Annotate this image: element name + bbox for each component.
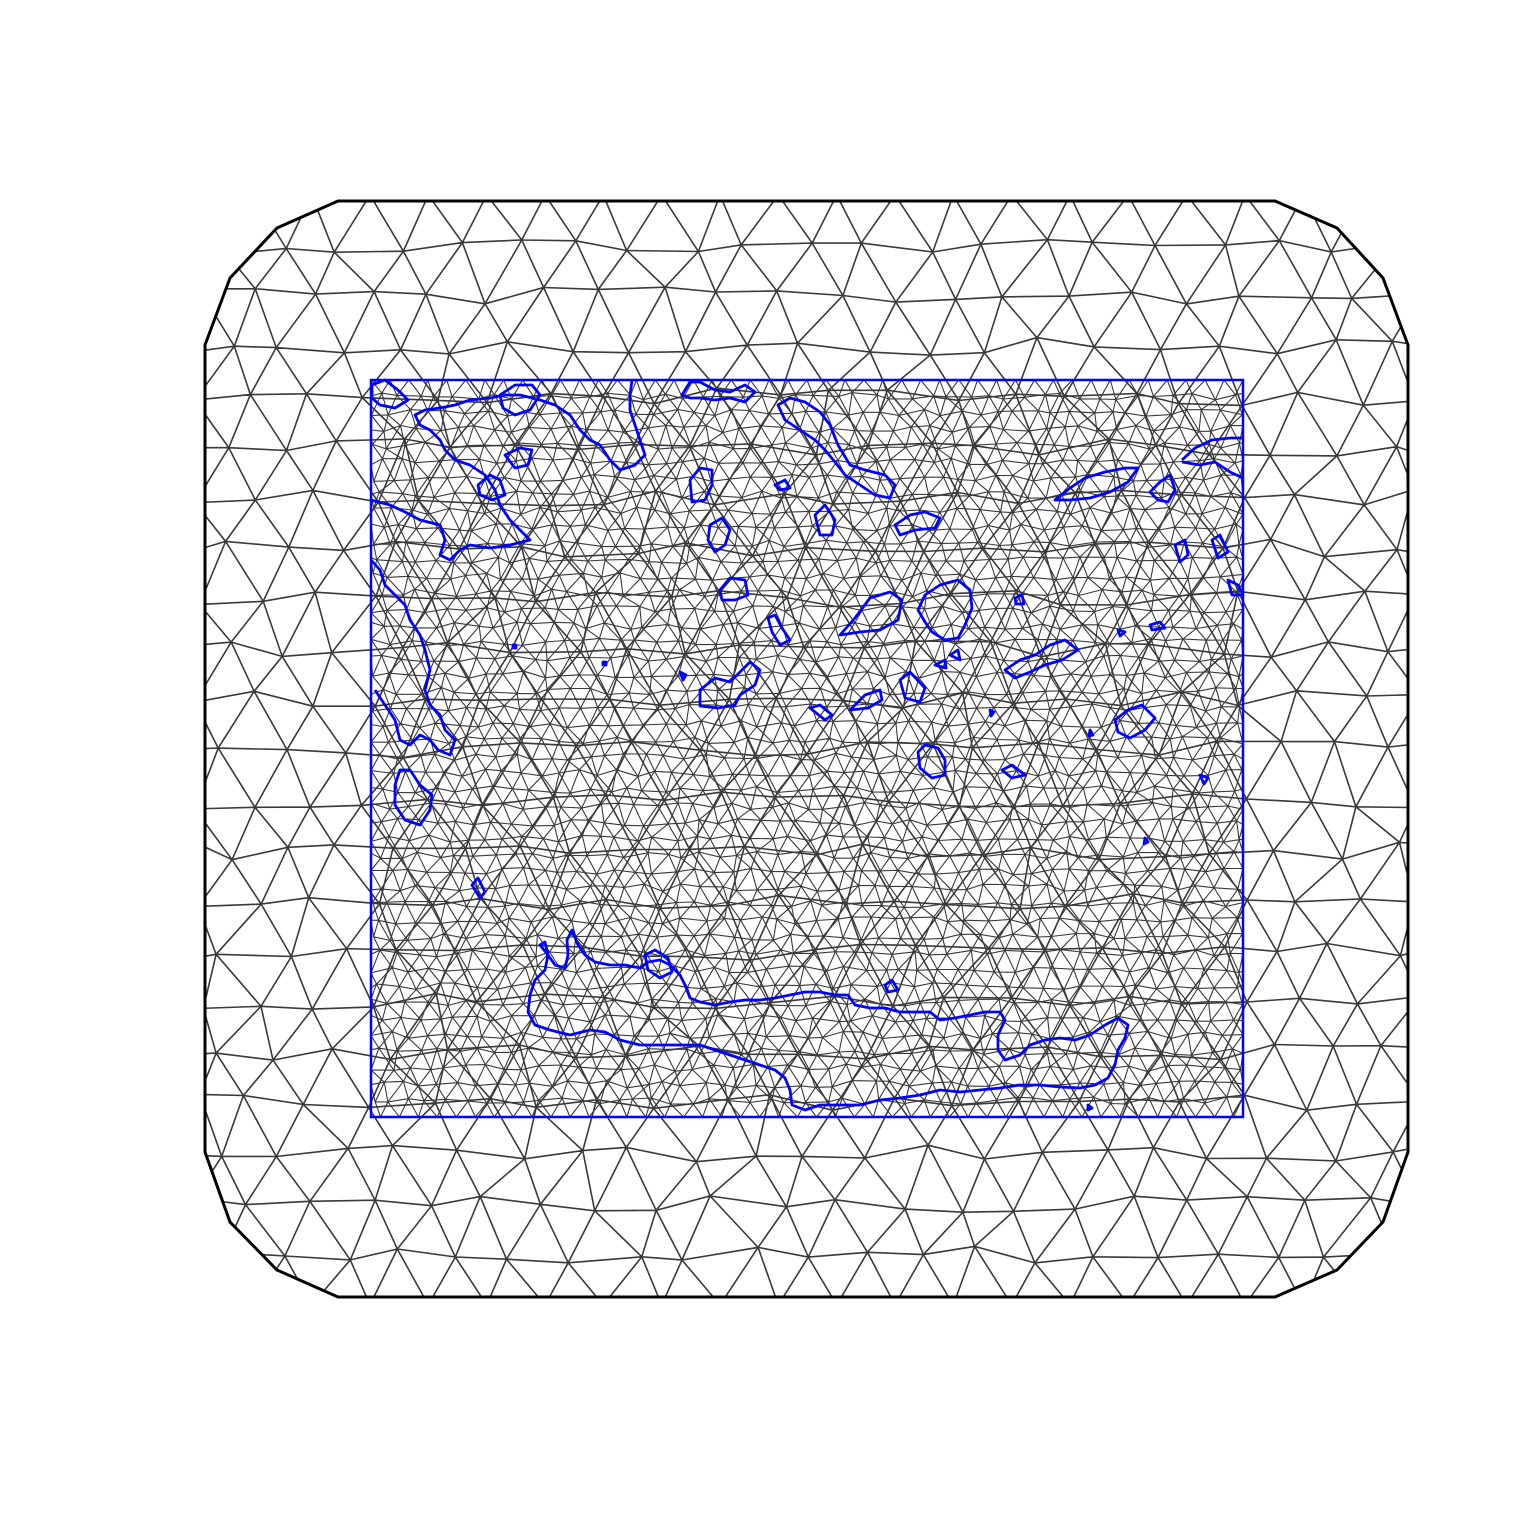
coastline-northwest-mainland bbox=[370, 379, 647, 562]
island-nw-4 bbox=[476, 473, 507, 502]
island-nw-2 bbox=[498, 383, 542, 417]
inner-boundary bbox=[369, 378, 1245, 1119]
islet-5 bbox=[1087, 728, 1095, 738]
islet-9 bbox=[1148, 620, 1167, 632]
island-center-6 bbox=[838, 590, 904, 637]
island-center-2 bbox=[706, 516, 732, 554]
island-center-12 bbox=[808, 703, 834, 722]
islet-13 bbox=[948, 648, 962, 662]
island-center-10 bbox=[898, 670, 927, 704]
island-center-13 bbox=[916, 743, 947, 780]
island-center-9 bbox=[698, 660, 762, 710]
island-east-2 bbox=[1148, 473, 1177, 504]
islet-3 bbox=[678, 670, 688, 682]
coastline-west-lower bbox=[393, 768, 434, 827]
islet-4 bbox=[988, 708, 996, 718]
island-east-3 bbox=[1181, 436, 1243, 462]
islet-10 bbox=[1013, 593, 1026, 606]
islet-1 bbox=[511, 643, 518, 650]
islet-12 bbox=[1086, 1103, 1094, 1112]
island-nw-1 bbox=[370, 378, 410, 410]
island-center-14 bbox=[1003, 638, 1080, 680]
island-north-2 bbox=[776, 396, 897, 500]
mesh-edges bbox=[369, 379, 1245, 1119]
coastline-west-peninsula bbox=[369, 559, 457, 757]
island-center-5 bbox=[893, 510, 942, 537]
island-crete-n bbox=[883, 978, 900, 994]
islet-6 bbox=[1142, 836, 1150, 846]
coastlines bbox=[369, 378, 1245, 1112]
island-center-7 bbox=[916, 578, 974, 642]
island-crete-nw bbox=[643, 948, 674, 980]
island-east-8 bbox=[1113, 703, 1157, 740]
islet-14 bbox=[933, 658, 948, 670]
island-east-4 bbox=[1181, 460, 1244, 480]
islet-2 bbox=[601, 660, 608, 667]
island-east-5 bbox=[1173, 538, 1190, 564]
island-east-9 bbox=[1000, 763, 1027, 780]
island-east-1 bbox=[1053, 466, 1140, 502]
island-east-7 bbox=[1226, 578, 1245, 597]
island-center-1 bbox=[688, 466, 714, 504]
coastline-crete bbox=[526, 928, 1130, 1112]
island-center-4 bbox=[813, 503, 837, 537]
island-center-11 bbox=[848, 688, 884, 712]
island-nw-3 bbox=[503, 446, 534, 470]
islet-7 bbox=[1198, 773, 1210, 786]
island-sw-1 bbox=[470, 876, 487, 900]
outer-boundary bbox=[203, 199, 1410, 1299]
islet-11 bbox=[773, 478, 792, 492]
island-east-6 bbox=[1210, 533, 1230, 560]
island-center-8 bbox=[766, 613, 792, 647]
inner-mesh-triangulation bbox=[369, 379, 1245, 1119]
island-center-3 bbox=[718, 576, 750, 602]
islet-8 bbox=[1116, 628, 1127, 638]
island-north-1 bbox=[680, 380, 757, 404]
